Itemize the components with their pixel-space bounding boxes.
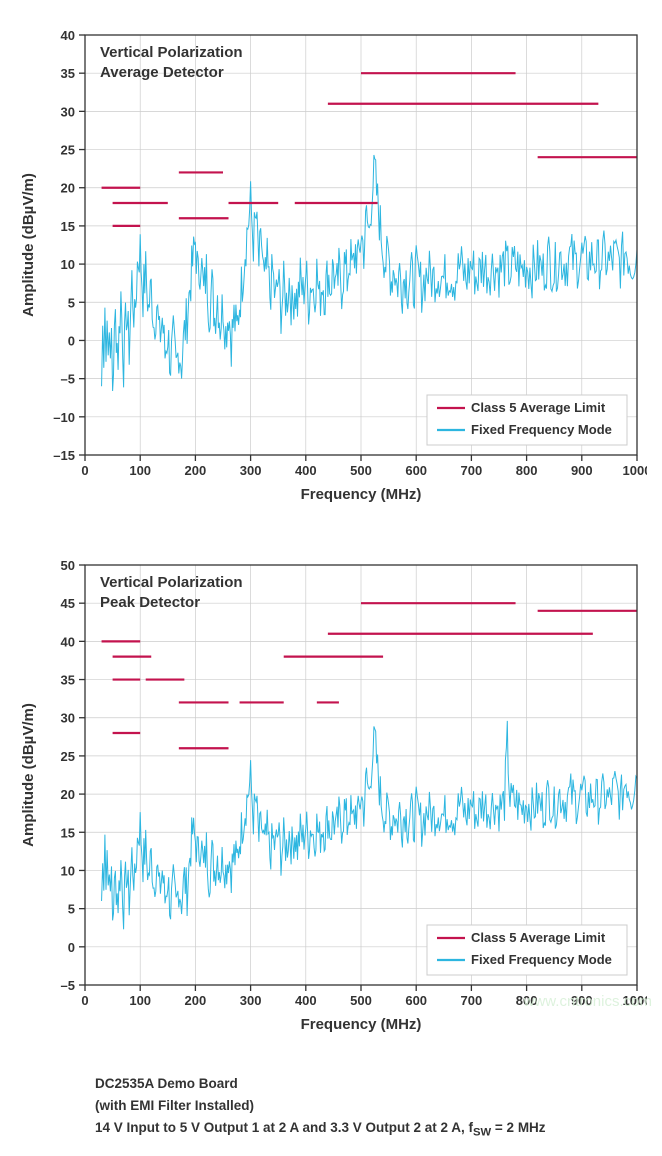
y-tick-label: 45	[61, 596, 75, 611]
y-axis-label: Amplitude (dBµV/m)	[20, 703, 37, 847]
y-tick-label: –15	[53, 448, 75, 463]
y-tick-label: 0	[68, 333, 75, 348]
y-tick-label: 0	[68, 940, 75, 955]
x-tick-label: 900	[571, 463, 593, 478]
y-tick-label: 25	[61, 749, 75, 764]
x-tick-label: 800	[516, 993, 538, 1008]
chart-2: 0 100 200 300 400 500 600 700 800 900 1000 –5 0 5 10 15…	[15, 545, 647, 1045]
y-tick-label: 30	[61, 104, 75, 119]
x-tick-label: 500	[350, 993, 372, 1008]
caption-line-3: 14 V Input to 5 V Output 1 at 2 A and 3.…	[95, 1119, 647, 1141]
y-tick-label: 40	[61, 28, 75, 43]
x-tick-label: 900	[571, 993, 593, 1008]
y-tick-label: 40	[61, 634, 75, 649]
chart-annotation-2: Peak Detector	[100, 594, 200, 611]
y-tick-label: 50	[61, 558, 75, 573]
y-tick-label: –10	[53, 410, 75, 425]
x-tick-label: 200	[185, 993, 207, 1008]
x-tick-label: 400	[295, 993, 317, 1008]
y-tick-label: 20	[61, 181, 75, 196]
x-tick-label: 100	[129, 463, 151, 478]
x-tick-label: 0	[81, 463, 88, 478]
chart-annotation-1: Vertical Polarization	[100, 44, 243, 61]
x-tick-label: 0	[81, 993, 88, 1008]
x-tick-label: 700	[461, 463, 483, 478]
signal-trace	[102, 721, 637, 929]
caption-line-3-prefix: 14 V Input to 5 V Output 1 at 2 A and 3.…	[95, 1120, 473, 1135]
legend-label: Fixed Frequency Mode	[471, 422, 612, 437]
y-tick-label: 15	[61, 219, 75, 234]
y-tick-label: –5	[61, 978, 75, 993]
y-tick-label: 10	[61, 863, 75, 878]
caption-line-3-suffix: = 2 MHz	[491, 1120, 545, 1135]
y-tick-label: 25	[61, 143, 75, 158]
x-tick-label: 1000	[623, 463, 647, 478]
x-tick-label: 600	[405, 993, 427, 1008]
caption-line-3-sub: SW	[473, 1127, 491, 1139]
x-tick-label: 400	[295, 463, 317, 478]
x-tick-label: 300	[240, 463, 262, 478]
y-tick-label: 20	[61, 787, 75, 802]
x-tick-label: 500	[350, 463, 372, 478]
x-tick-label: 600	[405, 463, 427, 478]
chart-2-container: 0 100 200 300 400 500 600 700 800 900 1000 –5 0 5 10 15…	[15, 545, 647, 1045]
x-tick-label: 800	[516, 463, 538, 478]
x-axis-label: Frequency (MHz)	[301, 1016, 422, 1033]
y-tick-label: 5	[68, 902, 75, 917]
legend-label: Fixed Frequency Mode	[471, 952, 612, 967]
y-tick-label: 35	[61, 673, 75, 688]
x-axis-label: Frequency (MHz)	[301, 486, 422, 503]
chart-annotation-2: Average Detector	[100, 64, 224, 81]
y-tick-label: 35	[61, 66, 75, 81]
x-tick-label: 300	[240, 993, 262, 1008]
chart-1-container: 01002003004005006007008009001000–15–10–5…	[15, 15, 647, 515]
x-tick-label: 1000	[623, 993, 647, 1008]
y-tick-label: 15	[61, 825, 75, 840]
legend-label: Class 5 Average Limit	[471, 400, 606, 415]
caption-line-2: (with EMI Filter Installed)	[95, 1097, 647, 1115]
signal-trace	[102, 155, 637, 391]
chart-annotation-1: Vertical Polarization	[100, 574, 243, 591]
x-tick-label: 700	[461, 993, 483, 1008]
chart-1: 01002003004005006007008009001000–15–10–5…	[15, 15, 647, 515]
x-tick-label: 100	[129, 993, 151, 1008]
x-tick-label: 200	[185, 463, 207, 478]
legend-label: Class 5 Average Limit	[471, 930, 606, 945]
y-tick-label: 5	[68, 295, 75, 310]
caption-line-1: DC2535A Demo Board	[95, 1075, 647, 1093]
y-axis-label: Amplitude (dBµV/m)	[20, 173, 37, 317]
y-tick-label: 10	[61, 257, 75, 272]
y-tick-label: –5	[61, 372, 75, 387]
y-tick-label: 30	[61, 711, 75, 726]
